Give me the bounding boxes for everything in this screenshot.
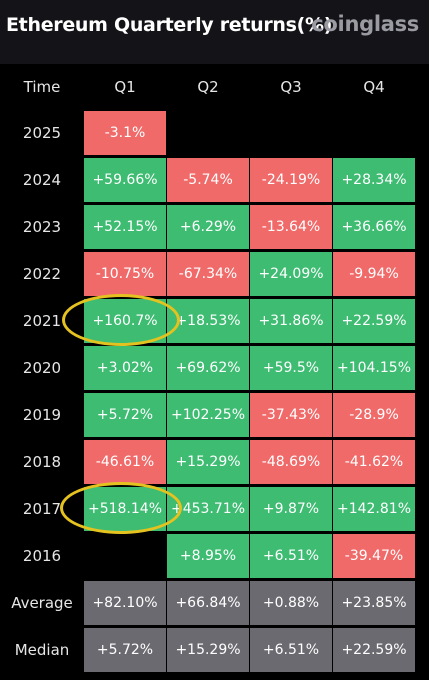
return-cell-2019-q4: -28.9% (333, 393, 415, 437)
return-cell-2023-q1: +52.15% (84, 205, 166, 249)
return-cell-2020-q1: +3.02% (84, 346, 166, 390)
row-year-2022: 2022 (22, 265, 62, 283)
row-year-2019: 2019 (22, 406, 62, 424)
average-cell-q1: +82.10% (84, 581, 166, 625)
average-cell-q2: +66.84% (167, 581, 249, 625)
return-cell-2020-q4: +104.15% (333, 346, 415, 390)
return-cell-2022-q2: -67.34% (167, 252, 249, 296)
median-cell-q4: +22.59% (333, 628, 415, 672)
return-cell-2022-q4: -9.94% (333, 252, 415, 296)
return-cell-2021-q2: +18.53% (167, 299, 249, 343)
return-cell-2022-q1: -10.75% (84, 252, 166, 296)
returns-table: Time Q1 Q2 Q3 Q4 2025 -3.1% 2024 +59.66% -5.74% -2… (0, 64, 429, 680)
column-header-q3: Q3 (280, 78, 302, 96)
return-cell-2023-q4: +36.66% (333, 205, 415, 249)
median-cell-q2: +15.29% (167, 628, 249, 672)
column-header-time: Time (23, 78, 61, 96)
return-cell-2022-q3: +24.09% (250, 252, 332, 296)
row-year-2020: 2020 (22, 359, 62, 377)
column-header-q4: Q4 (363, 78, 385, 96)
return-cell-2023-q3: -13.64% (250, 205, 332, 249)
return-cell-2017-q1: +518.14% (84, 487, 166, 531)
row-label-average: Average (11, 594, 73, 612)
row-year-2021: 2021 (22, 312, 62, 330)
row-year-2024: 2024 (22, 171, 62, 189)
header-bar: Ethereum Quarterly returns(%) coinglass (0, 0, 429, 58)
return-cell-2019-q1: +5.72% (84, 393, 166, 437)
median-cell-q3: +6.51% (250, 628, 332, 672)
return-cell-2020-q2: +69.62% (167, 346, 249, 390)
return-cell-2019-q2: +102.25% (167, 393, 249, 437)
return-cell-2021-q1: +160.7% (84, 299, 166, 343)
return-cell-2023-q2: +6.29% (167, 205, 249, 249)
return-cell-2021-q3: +31.86% (250, 299, 332, 343)
column-header-q1: Q1 (114, 78, 136, 96)
row-year-2023: 2023 (22, 218, 62, 236)
return-cell-2025-q1: -3.1% (84, 111, 166, 155)
return-cell-2016-q4: -39.47% (333, 534, 415, 578)
row-year-2018: 2018 (22, 453, 62, 471)
row-label-median: Median (14, 641, 70, 659)
return-cell-2024-q2: -5.74% (167, 158, 249, 202)
return-cell-2019-q3: -37.43% (250, 393, 332, 437)
median-cell-q1: +5.72% (84, 628, 166, 672)
return-cell-2018-q2: +15.29% (167, 440, 249, 484)
return-cell-2018-q1: -46.61% (84, 440, 166, 484)
return-cell-2024-q3: -24.19% (250, 158, 332, 202)
return-cell-2017-q3: +9.87% (250, 487, 332, 531)
average-cell-q3: +0.88% (250, 581, 332, 625)
column-header-q2: Q2 (197, 78, 219, 96)
page-title: Ethereum Quarterly returns(%) (6, 14, 333, 36)
return-cell-2020-q3: +59.5% (250, 346, 332, 390)
brand-logo: coinglass (311, 12, 419, 36)
row-year-2017: 2017 (22, 500, 62, 518)
average-cell-q4: +23.85% (333, 581, 415, 625)
return-cell-2017-q2: +453.71% (167, 487, 249, 531)
row-year-2025: 2025 (22, 124, 62, 142)
return-cell-2024-q1: +59.66% (84, 158, 166, 202)
return-cell-2016-q2: +8.95% (167, 534, 249, 578)
return-cell-2021-q4: +22.59% (333, 299, 415, 343)
return-cell-2017-q4: +142.81% (333, 487, 415, 531)
return-cell-2018-q3: -48.69% (250, 440, 332, 484)
return-cell-2018-q4: -41.62% (333, 440, 415, 484)
return-cell-2024-q4: +28.34% (333, 158, 415, 202)
row-year-2016: 2016 (22, 547, 62, 565)
return-cell-2016-q3: +6.51% (250, 534, 332, 578)
